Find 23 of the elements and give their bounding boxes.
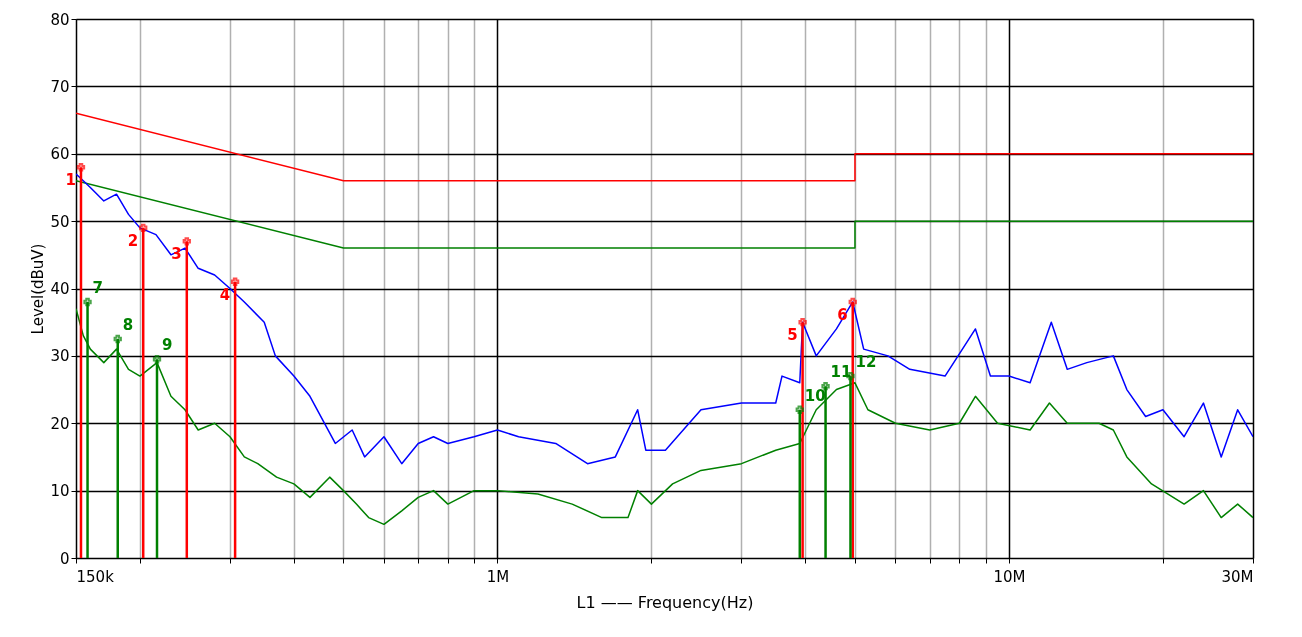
x-axis-title: L1 —— Frequency(Hz) <box>576 592 754 612</box>
annotation: 8 <box>122 316 134 335</box>
annotation: 11 <box>830 363 852 382</box>
y-axis-title: Level(dBuV) <box>29 243 48 335</box>
x-tick-label: 10M <box>993 567 1026 586</box>
y-tick-label: 30 <box>50 347 70 366</box>
text: 1 <box>65 171 76 190</box>
annotation: 9 <box>162 336 173 355</box>
x-tick-label: 30M <box>1221 567 1254 586</box>
y-tick-label: 0 <box>59 549 70 568</box>
annotation: 4 <box>219 285 231 304</box>
annotation: 12 <box>855 353 877 372</box>
x-tick-label: 1M <box>486 567 510 586</box>
y-tick-label: 80 <box>50 10 70 29</box>
y-tick-label: 10 <box>50 482 70 501</box>
annotation: 5 <box>787 326 798 345</box>
y-tick-label: 60 <box>50 145 70 164</box>
y-tick-label: 70 <box>50 77 70 96</box>
x-tick-label: 150k <box>76 567 115 586</box>
y-tick-label: 20 <box>50 414 70 433</box>
y-tick-label: 40 <box>50 280 70 298</box>
y-tick-label: 50 <box>50 212 70 231</box>
annotation: 2 <box>127 231 139 250</box>
